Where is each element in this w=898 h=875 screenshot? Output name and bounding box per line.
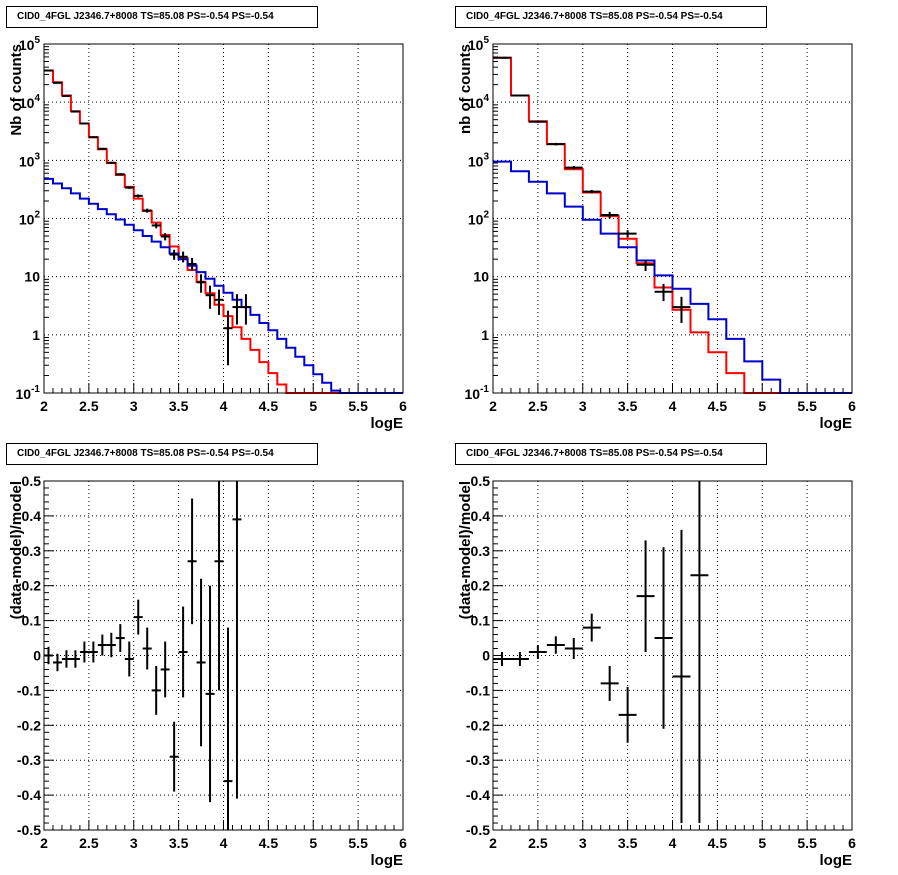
- y-tick-label: 105: [468, 35, 490, 53]
- x-tick-label: 5: [309, 835, 317, 851]
- plot-frame: [492, 43, 853, 394]
- x-axis-title: logE: [371, 415, 404, 432]
- plot-frame: [492, 480, 853, 831]
- y-tick-label: 0.1: [471, 613, 491, 629]
- x-tick-label: 4: [220, 398, 228, 414]
- x-tick-label: 2.5: [528, 835, 548, 851]
- x-tick-label: 5.5: [348, 398, 368, 414]
- x-tick-label: 4: [669, 835, 677, 851]
- chart-residuals-right: 2 2.5 3 3.5 4 4.5 5 5.5 6 -0.5 -0.4 -0.3 -0.2 -0.1 0 0.…: [457, 473, 856, 869]
- y-tick-label: -0.2: [17, 717, 41, 733]
- x-tick-label: 3: [579, 398, 587, 414]
- x-tick-label: 3.5: [618, 398, 638, 414]
- y-tick-label: -0.4: [466, 787, 490, 803]
- y-tick-label: 103: [468, 151, 490, 169]
- plot-title: CID0_4FGL J2346.7+8008 TS=85.08 PS=-0.54…: [6, 443, 318, 465]
- plot-frame: [43, 480, 404, 831]
- y-tick-label: 10: [473, 269, 489, 285]
- x-tick-label: 5.5: [797, 835, 817, 851]
- y-tick-label: -0.1: [466, 682, 490, 698]
- x-tick-label: 6: [848, 835, 856, 851]
- y-tick-label: 0.4: [471, 508, 491, 524]
- x-tick-label: 2.5: [528, 398, 548, 414]
- y-tick-label: 0.3: [22, 543, 42, 559]
- y-tick-label: 103: [19, 151, 41, 169]
- y-tick-label: 0.2: [22, 578, 42, 594]
- x-tick-label: 5: [309, 398, 317, 414]
- x-tick-label: 3: [130, 835, 138, 851]
- x-tick-label: 3.5: [169, 835, 189, 851]
- x-tick-label: 5.5: [348, 835, 368, 851]
- y-tick-label: 0: [33, 648, 41, 664]
- x-tick-label: 4: [220, 835, 228, 851]
- y-tick-label: -0.2: [466, 717, 490, 733]
- x-tick-label: 2: [489, 835, 497, 851]
- y-tick-label: 10-1: [16, 384, 41, 402]
- x-tick-label: 3.5: [169, 398, 189, 414]
- x-tick-label: 4.5: [259, 398, 279, 414]
- x-tick-label: 2.5: [79, 835, 99, 851]
- x-tick-label: 4.5: [708, 398, 728, 414]
- y-tick-label: -0.5: [17, 822, 41, 838]
- x-tick-label: 4.5: [708, 835, 728, 851]
- panel-residuals-right: CID0_4FGL J2346.7+8008 TS=85.08 PS=-0.54…: [449, 437, 898, 874]
- x-tick-label: 3.5: [618, 835, 638, 851]
- chart-counts-right: 2 2.5 3 3.5 4 4.5 5 5.5 6 10-1 1 10 102 103 104 105 logE…: [457, 35, 856, 432]
- y-tick-label: 0.3: [471, 543, 491, 559]
- y-tick-label: 0.5: [471, 473, 491, 489]
- y-tick-label: 0.4: [22, 508, 42, 524]
- x-tick-label: 5: [758, 835, 766, 851]
- panel-counts-right: CID0_4FGL J2346.7+8008 TS=85.08 PS=-0.54…: [449, 0, 898, 437]
- x-tick-label: 2.5: [79, 398, 99, 414]
- x-tick-label: 6: [399, 835, 407, 851]
- y-tick-label: 1: [481, 327, 489, 343]
- panel-residuals-left: CID0_4FGL J2346.7+8008 TS=85.08 PS=-0.54…: [0, 437, 449, 874]
- panel-counts-left: CID0_4FGL J2346.7+8008 TS=85.08 PS=-0.54…: [0, 0, 449, 437]
- x-axis-title: logE: [371, 852, 404, 869]
- x-tick-label: 4: [669, 398, 677, 414]
- x-tick-label: 2: [489, 398, 497, 414]
- x-tick-label: 3: [579, 835, 587, 851]
- y-axis-title: Nb of counts: [8, 44, 25, 136]
- y-axis-title: (data-model)/model: [457, 481, 474, 619]
- plot-title: CID0_4FGL J2346.7+8008 TS=85.08 PS=-0.54…: [6, 6, 318, 28]
- model-model_background-line: [44, 177, 403, 394]
- y-tick-label: 1: [32, 327, 40, 343]
- y-tick-label: 0.5: [22, 473, 42, 489]
- x-tick-label: 5: [758, 398, 766, 414]
- y-axis-title: (data-model)/model: [8, 481, 25, 619]
- x-tick-label: 4.5: [259, 835, 279, 851]
- y-tick-label: 104: [468, 93, 490, 111]
- y-tick-label: -0.5: [466, 822, 490, 838]
- y-tick-label: 0: [482, 648, 490, 664]
- x-tick-label: 6: [848, 398, 856, 414]
- chart-counts-left: 2 2.5 3 3.5 4 4.5 5 5.5 6 10-1 1 10 102 103 104 105 logE…: [8, 35, 407, 432]
- y-tick-label: 0.2: [471, 578, 491, 594]
- y-tick-label: 10-1: [465, 384, 490, 402]
- y-tick-label: 10: [24, 269, 40, 285]
- x-tick-label: 3: [130, 398, 138, 414]
- y-tick-label: -0.3: [466, 752, 490, 768]
- x-tick-label: 2: [40, 398, 48, 414]
- y-axis-title: nb of counts: [457, 44, 474, 134]
- x-axis-title: logE: [820, 415, 853, 432]
- model-model_background-line: [493, 160, 852, 394]
- y-tick-label: 102: [19, 210, 41, 228]
- y-tick-label: 105: [19, 35, 41, 53]
- x-axis-title: logE: [820, 852, 853, 869]
- y-tick-label: 0.1: [22, 613, 42, 629]
- chart-residuals-left: 2 2.5 3 3.5 4 4.5 5 5.5 6 -0.5 -0.4 -0.3 -0.2 -0.1 0 0.…: [8, 473, 407, 869]
- x-tick-label: 2: [40, 835, 48, 851]
- y-tick-label: 104: [19, 93, 41, 111]
- plot-title: CID0_4FGL J2346.7+8008 TS=85.08 PS=-0.54…: [455, 443, 767, 465]
- x-tick-label: 5.5: [797, 398, 817, 414]
- plot-title: CID0_4FGL J2346.7+8008 TS=85.08 PS=-0.54…: [455, 6, 767, 28]
- plot-frame: [43, 43, 404, 394]
- y-tick-label: 102: [468, 210, 490, 228]
- y-tick-label: -0.1: [17, 682, 41, 698]
- y-tick-label: -0.4: [17, 787, 41, 803]
- x-tick-label: 6: [399, 398, 407, 414]
- y-tick-label: -0.3: [17, 752, 41, 768]
